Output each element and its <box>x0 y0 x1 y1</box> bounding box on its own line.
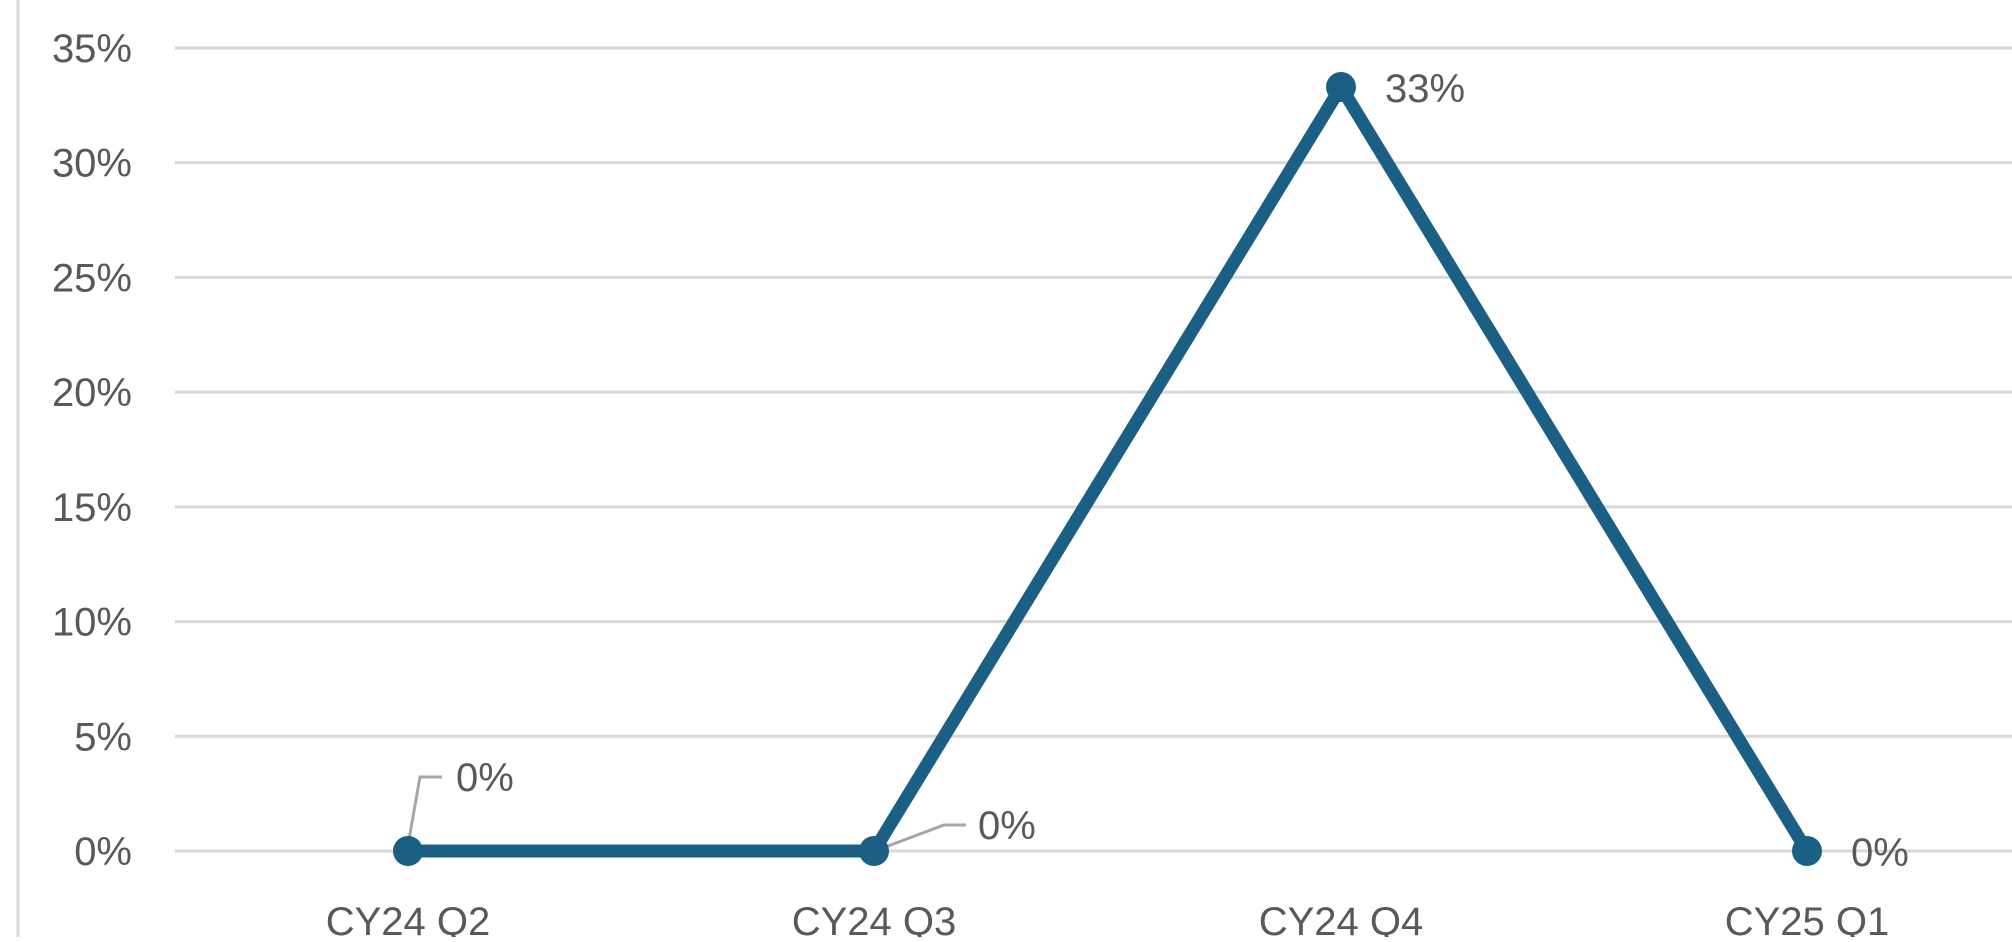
leader-line <box>406 775 442 846</box>
x-category-label: CY25 Q1 <box>1725 900 1890 937</box>
data-label: 0% <box>456 756 514 800</box>
x-category-label: CY24 Q3 <box>792 900 957 937</box>
y-axis-tick-labels: 0% 5% 10% 15% 20% 25% 30% 35% <box>52 27 132 874</box>
x-category-label: CY24 Q4 <box>1259 900 1424 937</box>
series-layer <box>393 72 1822 866</box>
data-label: 33% <box>1385 67 1465 111</box>
data-point-marker <box>393 836 423 866</box>
y-tick-label: 0% <box>74 830 132 874</box>
data-labels: 0% 0% 33% 0% <box>456 67 1909 875</box>
y-tick-label: 15% <box>52 486 132 530</box>
y-tick-label: 5% <box>74 715 132 759</box>
data-point-marker <box>859 836 889 866</box>
leader-lines <box>406 775 966 851</box>
data-point-marker <box>1326 72 1356 103</box>
x-category-label: CY24 Q2 <box>326 900 491 937</box>
data-label: 0% <box>978 804 1036 848</box>
y-tick-label: 35% <box>52 27 132 71</box>
data-label: 0% <box>1851 831 1909 875</box>
y-tick-label: 10% <box>52 601 132 645</box>
leader-line <box>879 823 966 851</box>
y-tick-label: 25% <box>52 256 132 300</box>
y-tick-label: 30% <box>52 142 132 186</box>
data-point-marker <box>1792 836 1822 866</box>
x-axis-category-labels: CY24 Q2 CY24 Q3 CY24 Q4 CY25 Q1 <box>326 900 1890 942</box>
series-line <box>401 80 1814 858</box>
y-tick-label: 20% <box>52 371 132 415</box>
